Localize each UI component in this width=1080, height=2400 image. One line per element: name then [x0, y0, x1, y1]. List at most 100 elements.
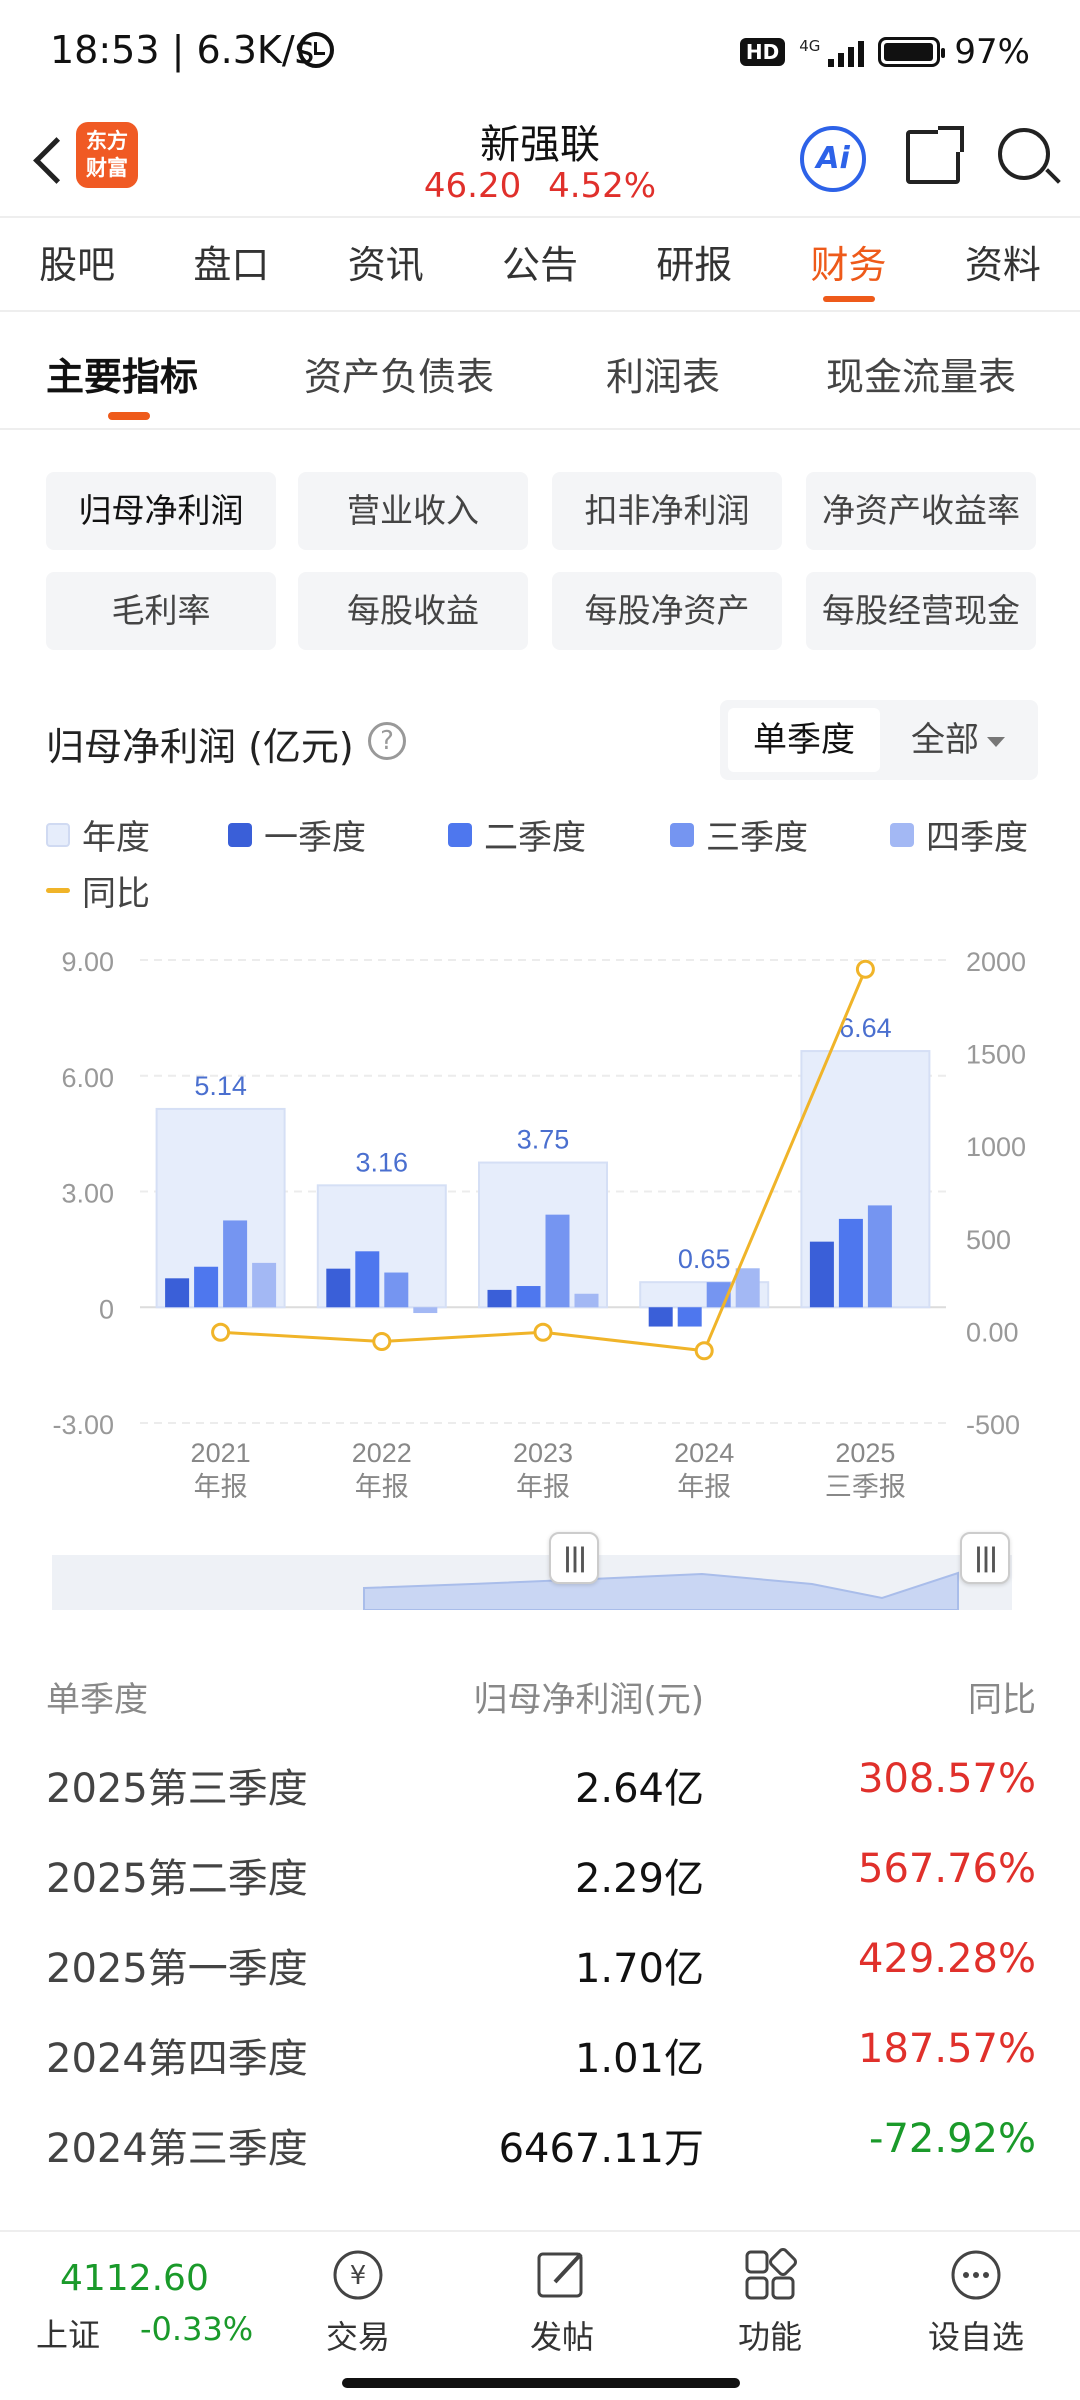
- quarter-bar: [648, 1307, 673, 1327]
- subtab-cash-flow[interactable]: 现金流量表: [826, 355, 1017, 399]
- range-handle-left[interactable]: |||: [549, 1532, 599, 1584]
- metric-eps[interactable]: 每股收益: [298, 572, 528, 650]
- quarter-bar: [838, 1218, 863, 1308]
- quarter-bar: [384, 1272, 409, 1308]
- share-icon[interactable]: [906, 126, 964, 184]
- metric-roe[interactable]: 净资产收益率: [806, 472, 1036, 550]
- legend-swatch-yoy: [46, 888, 70, 893]
- quarter-bar: [809, 1241, 834, 1308]
- index-value: 4112.60: [60, 2258, 209, 2299]
- grid-icon: [743, 2248, 797, 2302]
- annual-value-label: 3.75: [517, 1125, 570, 1155]
- status-bar: 18:53 | 6.3K/s HD 4G 97%: [0, 0, 1080, 100]
- x-axis-sublabel: 三季报: [825, 1472, 906, 1502]
- legend-yoy[interactable]: 同比: [46, 866, 150, 915]
- yoy-point: [372, 1332, 392, 1352]
- yoy-point: [533, 1322, 553, 1342]
- net-profit-chart: 9.00 6.00 3.00 0 -3.00 2000 1500 1000 500 0.00 -50…: [52, 947, 1026, 1502]
- quarter-bar: [252, 1262, 277, 1308]
- x-axis-sublabel: 年报: [355, 1472, 409, 1502]
- legend-swatch-q1: [228, 822, 252, 847]
- period-quarterly-button[interactable]: 单季度: [728, 708, 880, 772]
- table-row-value: 2.29亿: [574, 1856, 704, 1902]
- nav-post[interactable]: 发帖: [492, 2248, 632, 2358]
- annual-value-label: 5.14: [194, 1071, 247, 1101]
- metric-bvps[interactable]: 每股净资产: [552, 572, 782, 650]
- x-axis-tick: 2024: [674, 1438, 734, 1468]
- quarter-bar: [223, 1220, 248, 1308]
- subtab-balance-sheet[interactable]: 资产负债表: [304, 355, 495, 399]
- table-row-value: 6467.11万: [498, 2126, 704, 2172]
- x-axis-sublabel: 年报: [516, 1472, 570, 1502]
- table-header-yoy: 同比: [968, 1680, 1036, 1720]
- help-icon[interactable]: ?: [368, 722, 406, 760]
- legend-swatch-q4: [890, 822, 914, 847]
- tab-profile[interactable]: 资料: [964, 243, 1041, 287]
- legend-swatch-annual: [46, 822, 70, 847]
- quarter-bar: [735, 1268, 760, 1308]
- quarter-bar: [326, 1268, 351, 1308]
- quarter-bar: [867, 1205, 892, 1308]
- table-header-period: 单季度: [46, 1680, 148, 1720]
- annual-bar: [478, 1161, 608, 1309]
- legend-annual[interactable]: 年度: [46, 810, 150, 859]
- nav-functions[interactable]: 功能: [700, 2248, 840, 2358]
- search-icon[interactable]: [998, 128, 1050, 180]
- metric-net-profit[interactable]: 归母净利润: [46, 472, 276, 550]
- yoy-point: [855, 959, 875, 979]
- legend-q3[interactable]: 三季度: [670, 810, 808, 859]
- metric-ocfps[interactable]: 每股经营现金: [806, 572, 1036, 650]
- x-axis-tick: 2021: [191, 1438, 251, 1468]
- range-slider-track[interactable]: [52, 1555, 1012, 1611]
- period-all-dropdown[interactable]: 全部: [892, 708, 1024, 772]
- table-row-period: 2025第二季度: [46, 1856, 308, 1902]
- main-tabs: 股吧 盘口 资讯 公告 研报 财务 资料: [0, 220, 1080, 312]
- signal-icon: 4G: [799, 37, 865, 67]
- metric-revenue[interactable]: 营业收入: [298, 472, 528, 550]
- more-icon: [949, 2248, 1003, 2302]
- svg-text:¥: ¥: [350, 2261, 367, 2291]
- quarter-bar: [545, 1214, 570, 1308]
- range-handle-right[interactable]: |||: [960, 1532, 1010, 1584]
- table-row-period: 2025第一季度: [46, 1946, 308, 1992]
- tab-research[interactable]: 研报: [656, 243, 733, 287]
- nav-trade[interactable]: ¥ 交易: [288, 2248, 428, 2358]
- x-axis-tick: 2022: [352, 1438, 412, 1468]
- home-indicator: [342, 2378, 740, 2388]
- chevron-down-icon: [987, 736, 1005, 747]
- legend-q2[interactable]: 二季度: [448, 810, 586, 859]
- table-row-yoy: -72.92%: [869, 2116, 1036, 2162]
- tab-guba[interactable]: 股吧: [39, 243, 116, 287]
- table-row-value: 1.01亿: [574, 2036, 704, 2082]
- legend-q4[interactable]: 四季度: [890, 810, 1028, 859]
- metric-deducted-profit[interactable]: 扣非净利润: [552, 472, 782, 550]
- table-row-yoy: 308.57%: [858, 1756, 1036, 1802]
- metric-gross-margin[interactable]: 毛利率: [46, 572, 276, 650]
- right-axis-tick: 500: [966, 1225, 1011, 1255]
- tab-news[interactable]: 资讯: [347, 243, 424, 287]
- right-axis-tick: -500: [966, 1410, 1020, 1440]
- tab-finance[interactable]: 财务: [771, 220, 925, 310]
- range-overview: [363, 1571, 959, 1611]
- app-logo[interactable]: 东方 财富: [76, 122, 138, 188]
- x-axis-tick: 2023: [513, 1438, 573, 1468]
- quarter-bar: [574, 1293, 599, 1308]
- subtab-key-indicators[interactable]: 主要指标: [46, 355, 199, 399]
- tab-announcements[interactable]: 公告: [501, 243, 578, 287]
- annual-value-label: 0.65: [678, 1244, 731, 1274]
- nav-add-watchlist[interactable]: 设自选: [906, 2248, 1046, 2358]
- tab-pankou[interactable]: 盘口: [193, 243, 270, 287]
- table-row-period: 2025第三季度: [46, 1766, 308, 1812]
- legend-q1[interactable]: 一季度: [228, 810, 366, 859]
- ai-assistant-button[interactable]: Ai: [800, 126, 866, 192]
- subtab-income-statement[interactable]: 利润表: [606, 355, 721, 399]
- period-toggle: 单季度 全部: [720, 700, 1038, 780]
- network-type: 4G: [799, 37, 821, 55]
- annual-value-label: 6.64: [839, 1013, 892, 1043]
- quarter-bar: [413, 1307, 438, 1314]
- trade-icon: ¥: [331, 2248, 385, 2302]
- table-row-value: 1.70亿: [574, 1946, 704, 1992]
- left-axis-tick: 0: [99, 1294, 114, 1324]
- yoy-point: [211, 1322, 231, 1342]
- period-all-label: 全部: [911, 720, 979, 760]
